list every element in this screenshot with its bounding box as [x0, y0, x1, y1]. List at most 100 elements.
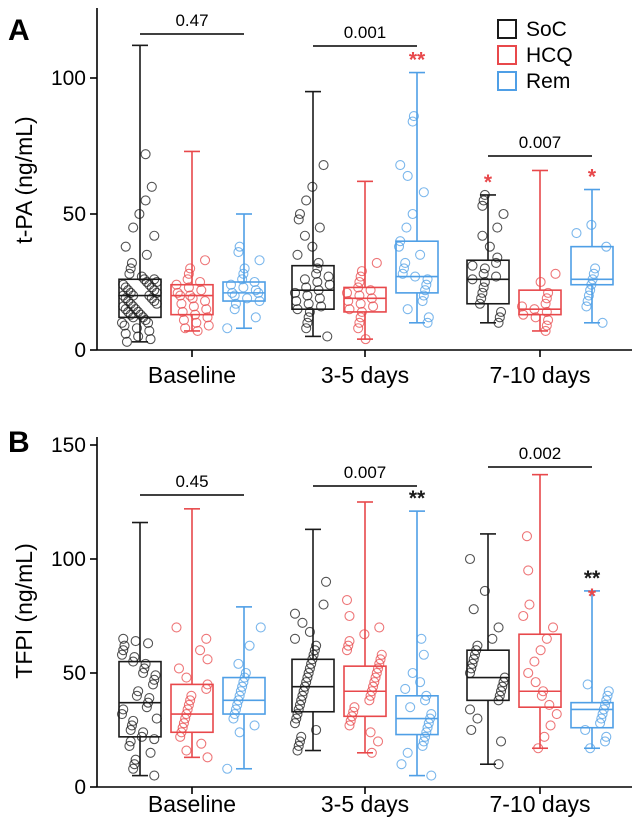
data-point: [543, 315, 554, 326]
data-point: [177, 722, 188, 733]
data-point: [125, 287, 136, 298]
data-point: [472, 640, 483, 651]
data-point: [468, 654, 479, 665]
data-point: [344, 610, 355, 622]
data-point: [173, 663, 185, 674]
data-point: [464, 553, 476, 565]
data-point: [464, 704, 476, 715]
box-rem: [222, 606, 266, 774]
data-point: [344, 720, 355, 731]
legend-label: SoC: [526, 18, 567, 41]
data-point: [365, 690, 376, 701]
data-point: [232, 699, 243, 710]
data-point: [495, 306, 507, 317]
box-rem: [222, 213, 266, 334]
x-tick-label: Baseline: [148, 791, 236, 817]
data-point: [250, 312, 261, 323]
data-point: [175, 290, 186, 301]
data-point: [128, 763, 139, 774]
data-point: [495, 736, 507, 747]
data-point: [312, 263, 323, 274]
data-point: [359, 629, 370, 640]
data-point: [237, 681, 248, 692]
data-point: [303, 312, 314, 323]
data-point: [140, 658, 151, 669]
data-point: [402, 304, 413, 315]
data-point: [120, 282, 131, 293]
data-point: [424, 713, 436, 724]
data-point: [146, 181, 157, 192]
data-point: [178, 718, 189, 729]
legend-item-hcq: HCQ: [497, 44, 573, 67]
p-value-label: 0.001: [344, 23, 387, 42]
data-point: [123, 295, 134, 307]
data-point: [128, 715, 139, 726]
data-point: [306, 658, 317, 669]
data-point: [590, 263, 601, 274]
box-iqr: [118, 660, 162, 738]
data-point: [466, 663, 477, 674]
significance-marker: **: [409, 487, 426, 510]
data-point: [126, 257, 137, 269]
data-point: [176, 727, 187, 738]
data-point: [134, 208, 145, 220]
data-point: [516, 301, 528, 312]
data-point: [550, 268, 561, 279]
data-point: [128, 290, 139, 301]
data-point: [341, 594, 353, 606]
data-point: [116, 649, 128, 660]
data-point: [426, 708, 437, 720]
data-point: [234, 727, 245, 738]
data-point: [182, 274, 193, 285]
data-point: [311, 268, 322, 279]
data-point: [145, 747, 156, 758]
data-point: [149, 734, 160, 745]
data-point: [313, 257, 324, 269]
data-point: [493, 622, 504, 633]
data-point: [140, 315, 151, 326]
data-point: [202, 312, 213, 323]
data-point: [171, 279, 182, 290]
data-point: [304, 626, 315, 638]
data-point: [301, 323, 312, 334]
significance-marker: **: [584, 567, 601, 590]
box-soc: [289, 90, 335, 342]
data-point: [355, 298, 366, 309]
data-point: [464, 667, 476, 679]
data-point: [292, 249, 303, 260]
panel-letter: A: [8, 14, 30, 47]
box-iqr: [518, 289, 562, 316]
data-point: [119, 320, 130, 331]
data-point: [304, 663, 315, 674]
box-iqr: [466, 259, 510, 305]
data-point: [596, 713, 607, 724]
data-point: [195, 645, 206, 656]
data-point: [201, 304, 212, 315]
data-point: [187, 293, 198, 304]
x-tick-label: 7-10 days: [489, 362, 590, 388]
data-point: [376, 649, 387, 660]
data-point: [311, 724, 322, 736]
data-point: [125, 724, 136, 736]
data-point: [149, 274, 160, 285]
data-point: [145, 334, 156, 345]
data-point: [372, 736, 384, 747]
y-tick-label: 150: [51, 434, 86, 457]
data-point: [289, 287, 301, 298]
data-point: [128, 656, 139, 667]
data-point: [301, 677, 312, 688]
data-point: [183, 699, 194, 710]
data-point: [229, 304, 240, 315]
data-point: [120, 328, 131, 339]
y-tick-label: 100: [51, 548, 86, 571]
data-point: [492, 222, 503, 233]
data-point: [541, 293, 552, 304]
data-point: [354, 290, 365, 301]
data-point: [151, 298, 162, 309]
data-point: [492, 252, 503, 263]
data-point: [199, 295, 211, 307]
data-point: [133, 306, 144, 317]
x-tick-label: 3-5 days: [321, 362, 409, 388]
data-point: [533, 743, 544, 754]
data-point: [289, 718, 301, 729]
